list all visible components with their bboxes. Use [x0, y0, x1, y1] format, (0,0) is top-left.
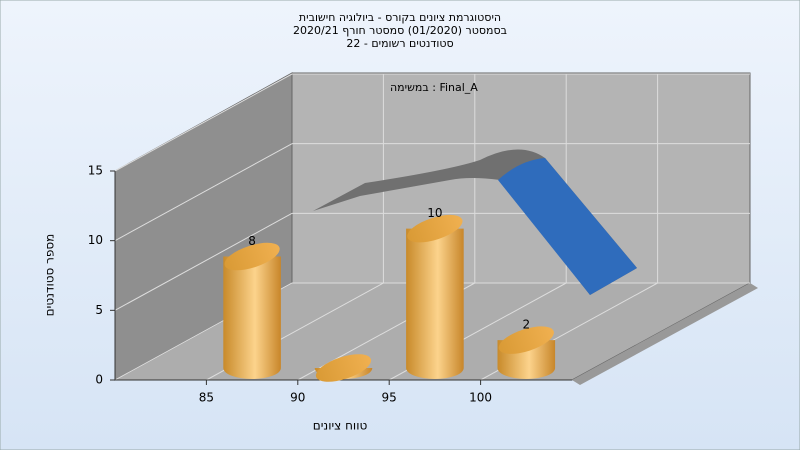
- grid-line: [114, 212, 293, 311]
- bar-top: [407, 214, 463, 243]
- x-tick-label: 90: [290, 391, 305, 405]
- y-tick-label: 0: [95, 373, 103, 387]
- value-label: 8: [248, 234, 256, 248]
- value-label: 2: [522, 318, 530, 332]
- x-axis-label: טווח ציונים: [313, 419, 368, 433]
- bar-top: [224, 242, 280, 271]
- annotation: במשימה : Final_A: [390, 81, 478, 94]
- title: בסמסטר (01/2020) סמסטר חורף 2020/21: [293, 24, 507, 37]
- x-tick-label: 95: [382, 391, 397, 405]
- curve-front: [498, 158, 637, 295]
- x-tick-label: 85: [199, 391, 214, 405]
- bar: [223, 256, 281, 380]
- y-tick-label: 5: [95, 303, 103, 317]
- grid-line: [114, 143, 293, 242]
- floor-edge: [572, 283, 758, 385]
- title: היסטוגרמת ציונים בקורס - ביולוגיה חישובי…: [299, 11, 501, 24]
- grid-line: [114, 73, 293, 172]
- y-tick-label: 10: [88, 233, 103, 247]
- y-tick-label: 15: [88, 164, 103, 178]
- bar-top: [315, 354, 372, 382]
- title: סטודנטים רשומים - 22: [346, 37, 453, 50]
- bar-top: [498, 326, 554, 354]
- value-label: 10: [427, 206, 442, 220]
- bar: [406, 228, 464, 380]
- y-axis-label: מספר סטודנטים: [43, 234, 57, 317]
- x-tick-label: 100: [469, 391, 492, 405]
